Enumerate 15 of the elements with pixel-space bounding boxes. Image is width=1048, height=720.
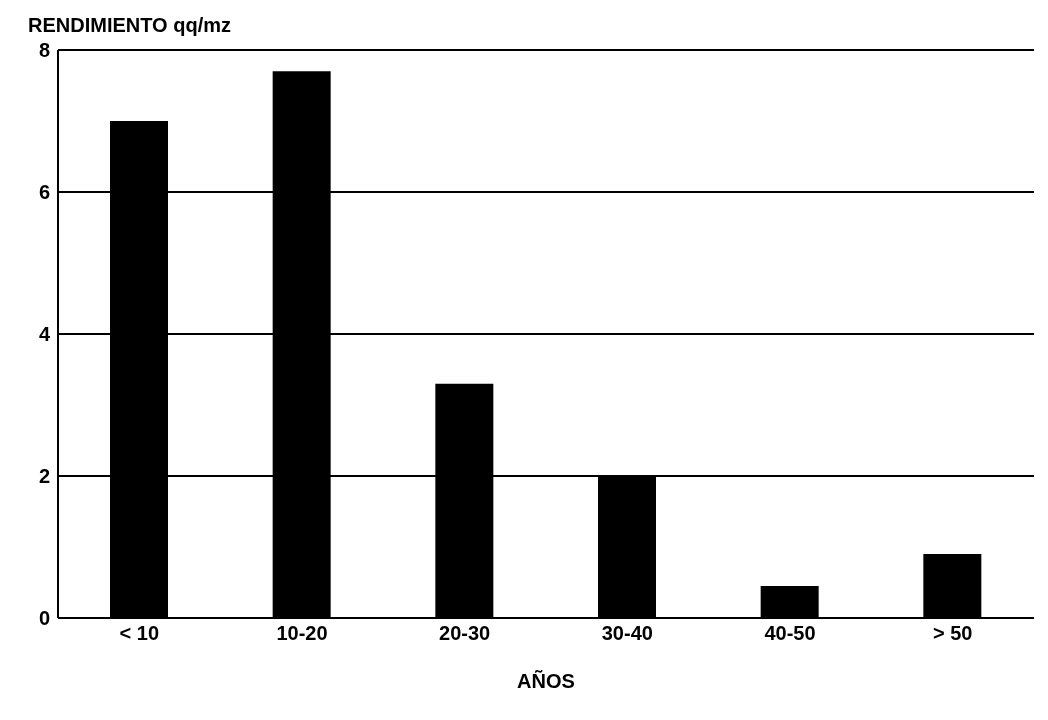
x-tick-label: > 50 [932,622,973,645]
x-axis-title: AÑOS [517,670,575,692]
y-tick-label: 6 [38,181,50,204]
x-tick-label: 20-30 [439,622,491,645]
bar [923,554,982,618]
y-tick-label: 4 [38,323,51,346]
y-tick-label: 0 [38,607,50,630]
x-tick-label: < 10 [119,622,160,645]
bar [760,586,819,618]
y-tick-label: 8 [38,39,50,62]
x-tick-label: 40-50 [764,622,816,645]
y-tick-label: 2 [38,465,50,488]
x-tick-label: 30-40 [601,622,653,645]
x-tick-label: 10-20 [276,622,328,645]
y-axis-title: RENDIMIENTO qq/mz [28,14,231,37]
